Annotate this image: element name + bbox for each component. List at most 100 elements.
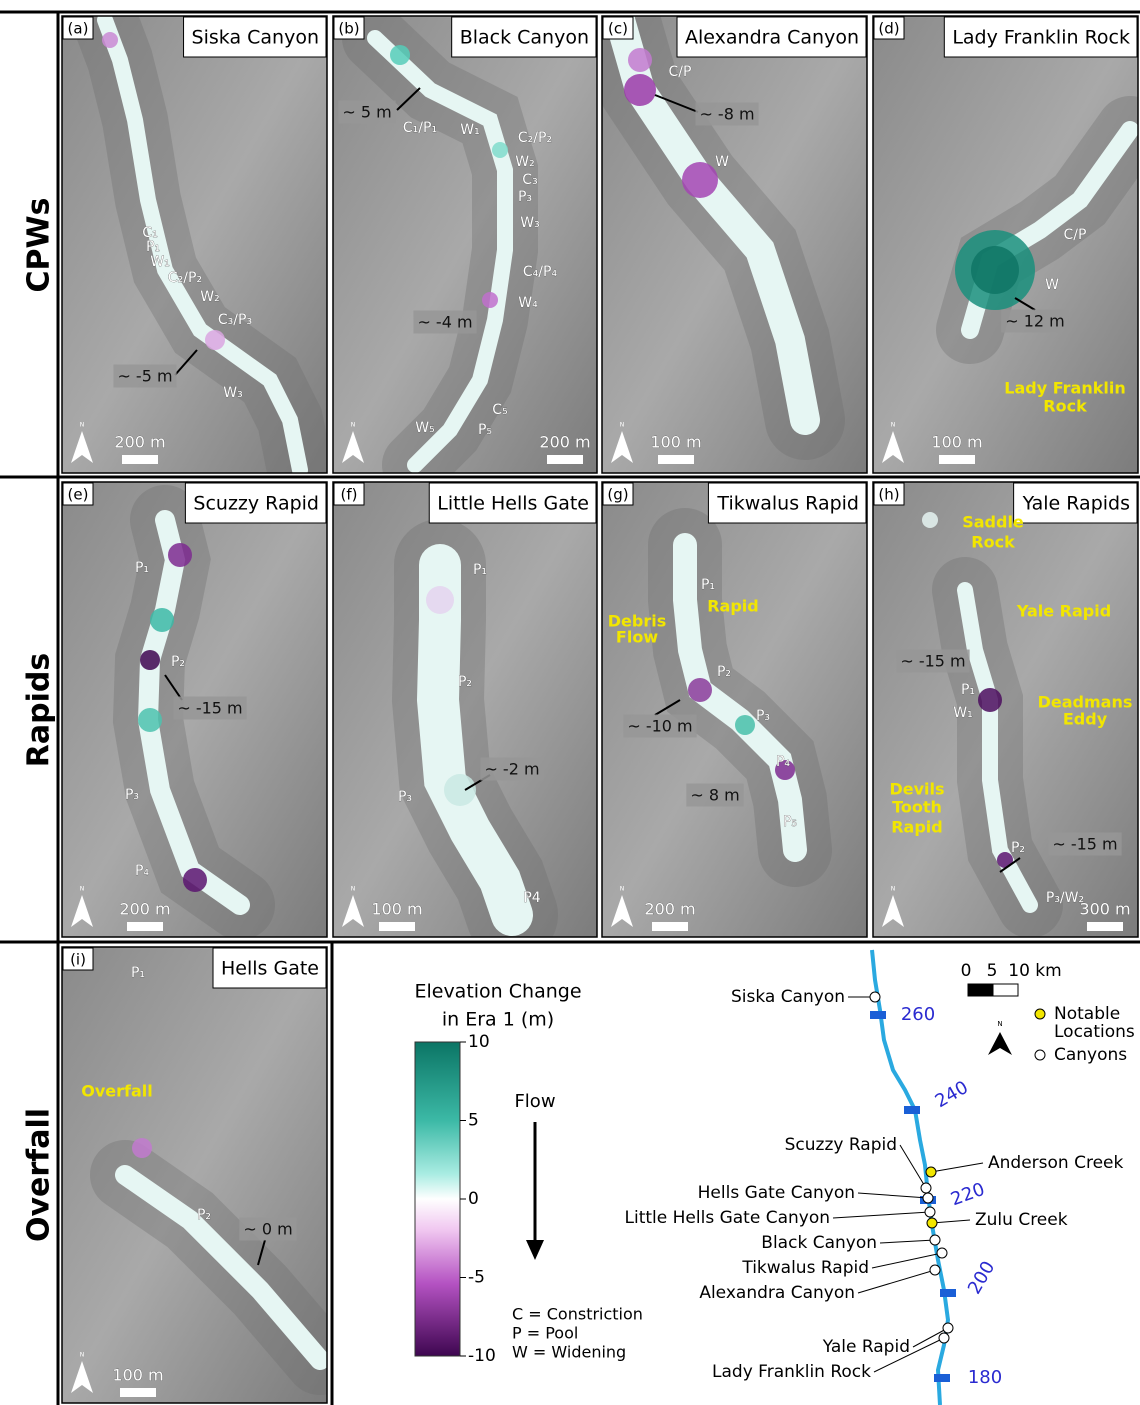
canyon-location — [939, 1333, 949, 1343]
elevation-patch — [140, 650, 160, 670]
scale-label: 300 m — [1079, 900, 1130, 919]
map-panel: (f)Little Hells GateP₁P₂~ -2 mP₃P4N100 m — [333, 482, 597, 937]
feature-label: C₄/P₄ — [523, 264, 558, 280]
elevation-patch — [492, 142, 508, 158]
feature-label: P₃ — [398, 789, 412, 805]
location-label: Rapid — [891, 818, 943, 837]
map-panel: (h)Yale RapidsSaddleRockYale Rapid~ -15 … — [873, 482, 1138, 937]
elevation-patch — [390, 45, 410, 65]
scale-bar — [120, 1388, 156, 1397]
place-label: Black Canyon — [761, 1233, 877, 1253]
elevation-patch — [132, 1138, 152, 1158]
elevation-annotation: ~ 12 m — [1005, 312, 1065, 331]
panel-content — [62, 947, 327, 1403]
km-label: 260 — [901, 1004, 935, 1025]
notable-location — [927, 1218, 937, 1228]
panel-letter: (c) — [608, 20, 628, 38]
map-panel: (i)Hells GateP₁OverfallP₂~ 0 mN100 m — [62, 947, 327, 1403]
north-label: N — [997, 1020, 1002, 1028]
feature-label: W — [1045, 277, 1059, 293]
km-marker — [870, 1011, 886, 1019]
location-label: Eddy — [1063, 710, 1108, 729]
panel-title: Yale Rapids — [1022, 493, 1130, 515]
panel-title: Scuzzy Rapid — [193, 493, 319, 515]
feature-label: P₁ — [146, 239, 160, 255]
scale-bar — [122, 455, 158, 464]
location-label: Rock — [971, 533, 1015, 552]
colorbar-tick-label: 10 — [468, 1032, 490, 1052]
feature-label: W₂ — [200, 289, 219, 305]
colorbar-tick-label: 0 — [468, 1189, 479, 1209]
scale-bar — [968, 984, 993, 996]
row-label: Rapids — [22, 653, 57, 767]
north-label: N — [620, 886, 625, 893]
legend-canyon — [1035, 1050, 1045, 1060]
elevation-patch — [922, 512, 938, 528]
canyon-location — [943, 1323, 953, 1333]
feature-label: P₁ — [701, 577, 715, 593]
elevation-annotation: ~ 8 m — [690, 786, 739, 805]
km-label: 220 — [948, 1179, 987, 1210]
panel-letter: (i) — [70, 951, 86, 969]
place-label: Lady Franklin Rock — [712, 1362, 871, 1382]
panel-letter: (f) — [341, 486, 358, 504]
colorbar-tick-label: -10 — [468, 1346, 496, 1366]
place-label: Anderson Creek — [988, 1153, 1123, 1173]
location-label: Tooth — [892, 798, 942, 817]
feature-label: P₂ — [458, 674, 472, 690]
scale-bar — [939, 455, 975, 464]
place-label: Yale Rapid — [822, 1337, 910, 1357]
flow-label: Flow — [514, 1091, 555, 1112]
feature-label: P₁ — [473, 562, 487, 578]
km-label: 240 — [932, 1077, 972, 1112]
panel-content — [873, 16, 1138, 473]
scale-label: 200 m — [119, 900, 170, 919]
feature-label: P₁ — [961, 682, 975, 698]
feature-label: P₂ — [717, 664, 731, 680]
north-label: N — [80, 422, 85, 429]
scale-label: 100 m — [931, 433, 982, 452]
elevation-annotation: ~ -15 m — [900, 652, 965, 671]
scale-label: 100 m — [371, 900, 422, 919]
feature-label: W₅ — [415, 420, 434, 436]
scale-bar — [127, 922, 163, 931]
panel-content — [62, 16, 327, 473]
panel-letter: (e) — [68, 486, 89, 504]
north-label: N — [351, 422, 356, 429]
panel-content — [333, 16, 597, 473]
leader-line — [880, 1240, 935, 1243]
abbreviation-key: C = Constriction — [512, 1305, 643, 1324]
elevation-annotation: ~ -15 m — [1052, 835, 1117, 854]
feature-label: P₁ — [131, 965, 145, 981]
place-label: Siska Canyon — [731, 987, 845, 1007]
panel-title: Siska Canyon — [192, 27, 319, 49]
north-label: N — [351, 886, 356, 893]
north-label: N — [891, 886, 896, 893]
legend-text: Notable — [1054, 1004, 1120, 1024]
elevation-patch — [735, 715, 755, 735]
feature-label: P₄ — [776, 754, 790, 770]
elevation-annotation: ~ -10 m — [627, 717, 692, 736]
feature-label: P₁ — [135, 560, 149, 576]
notable-location — [926, 1167, 936, 1177]
panel-letter: (d) — [878, 20, 899, 38]
scale-bar — [652, 922, 688, 931]
canyon-location — [925, 1207, 935, 1217]
leader-line — [833, 1212, 930, 1218]
legend-title: in Era 1 (m) — [442, 1009, 554, 1031]
elevation-patch — [682, 162, 718, 198]
north-label: N — [891, 422, 896, 429]
km-marker — [904, 1106, 920, 1114]
feature-label: C₃ — [522, 172, 537, 188]
scale-bar — [658, 455, 694, 464]
panel-letter: (a) — [68, 20, 89, 38]
feature-label: P₃ — [518, 189, 532, 205]
row-label: Overfall — [22, 1108, 57, 1242]
scale-text: 0 — [961, 961, 972, 981]
panel-content — [333, 482, 597, 937]
km-marker — [940, 1289, 956, 1297]
panel-letter: (b) — [338, 20, 359, 38]
feature-label: P₂ — [197, 1207, 211, 1223]
